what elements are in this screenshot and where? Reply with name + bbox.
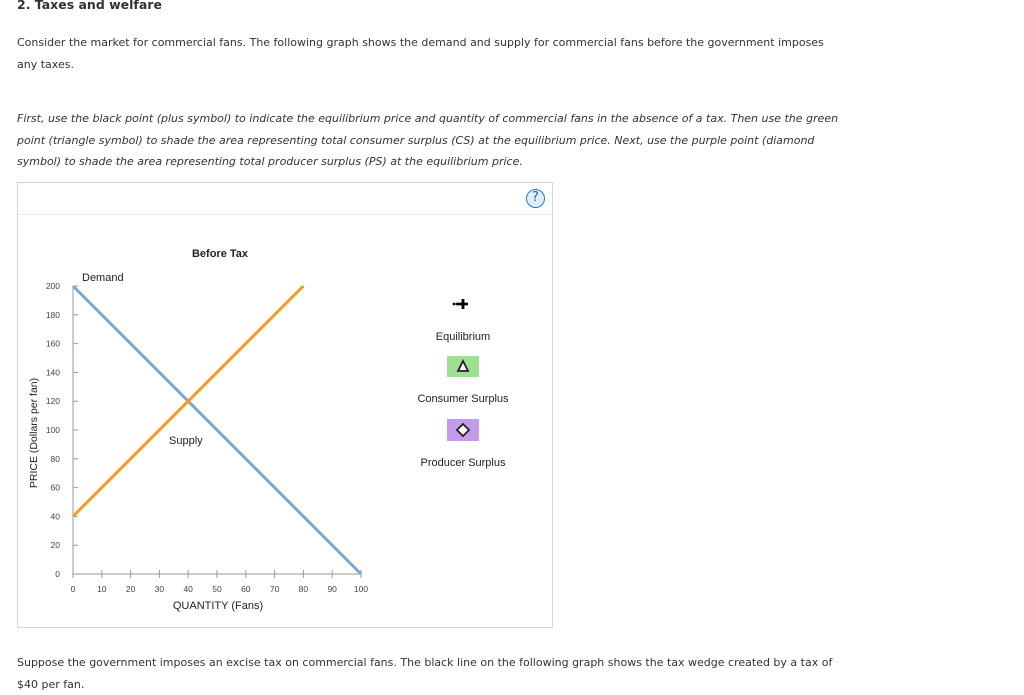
- help-icon[interactable]: ?: [526, 189, 545, 208]
- intro-text: Consider the market for commercial fans.…: [17, 36, 824, 71]
- instructions-text: First, use the black point (plus symbol)…: [17, 112, 839, 168]
- outro-text: Suppose the government imposes an excise…: [17, 656, 833, 691]
- graph-panel: ?: [17, 182, 553, 628]
- panel-toolbar: ?: [18, 183, 552, 215]
- question-heading: 2. Taxes and welfare: [17, 0, 162, 12]
